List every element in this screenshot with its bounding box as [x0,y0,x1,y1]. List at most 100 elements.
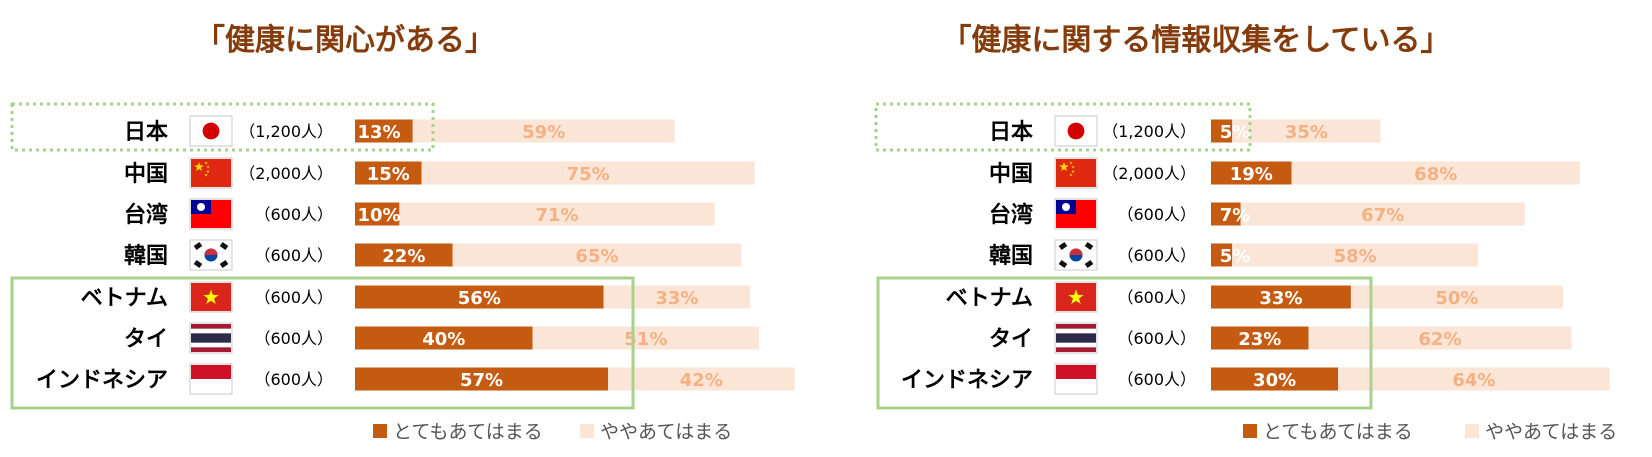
japan-flag-icon [1054,115,1098,147]
bar-strong [355,202,400,226]
category-label: 日本 [124,120,168,145]
data-label-strong: 19% [1230,164,1273,185]
data-label-strong: 5% [1220,246,1251,267]
bar-strong [355,285,604,309]
korea-flag-icon [189,239,233,271]
sample-size-label: （600人） [254,370,333,389]
data-label-strong: 33% [1259,288,1302,309]
data-label-strong: 57% [460,370,503,391]
bar-strong [1211,367,1339,391]
sea-highlight-box [876,276,1373,410]
category-label: ベトナム [946,286,1033,311]
indonesia-flag-icon [1054,363,1098,395]
category-label: タイ [124,327,168,352]
bar-strong [1211,119,1233,143]
category-label: 韓国 [124,243,168,269]
data-label-strong: 13% [357,122,400,143]
data-label-weak: 33% [655,288,698,309]
chart-row: 中国 （2,000人） 19% 68% [989,157,1580,189]
data-label-strong: 22% [382,246,425,267]
thailand-flag-icon [189,322,233,354]
sample-size-label: （600人） [1117,329,1196,348]
bar-strong [1211,202,1241,226]
sample-size-label: （1,200人） [239,122,333,141]
category-label: ベトナム [81,286,168,311]
legend-swatch-weak [1465,424,1479,438]
legend-label-weak: ややあてはまる [1485,421,1617,443]
category-label: 中国 [989,162,1033,187]
sample-size-label: （600人） [1117,205,1196,224]
data-label-weak: 71% [535,205,578,226]
chart-row: 台湾 （600人） 10% 71% [124,198,715,230]
bar-weak [421,161,755,185]
data-label-weak: 75% [567,164,610,185]
indonesia-flag-icon [189,363,233,395]
chart-row: タイ （600人） 40% 51% [124,322,760,354]
bar-weak [399,202,715,226]
bar-strong [355,243,453,267]
data-label-weak: 58% [1334,246,1377,267]
category-label: 中国 [124,162,168,187]
chart-title: 「健康に関する情報収集をしている」 [941,23,1450,58]
category-label: タイ [989,327,1033,352]
chart-panel-2: 「健康に関する情報収集をしている」日本 （1,200人） 5% 35% 中国 （2,000… [874,23,1617,443]
chart-row: 韓国 （600人） 5% 58% [989,239,1479,271]
vietnam-flag-icon [1054,281,1098,313]
data-label-strong: 5% [1220,122,1251,143]
legend-swatch-strong [1243,424,1257,438]
data-label-weak: 68% [1414,164,1457,185]
sample-size-label: （600人） [254,329,333,348]
sample-size-label: （2,000人） [1102,164,1196,183]
legend: とてもあてはまる ややあてはまる [1243,421,1617,443]
legend-label-strong: とてもあてはまる [1263,421,1413,443]
chart-title: 「健康に関心がある」 [195,23,495,58]
bar-strong [1211,285,1351,309]
chart-row: 日本 （1,200人） 13% 59% [124,115,675,147]
japan-highlight-box [10,102,435,152]
legend-swatch-weak [580,424,594,438]
bar-strong [355,326,533,350]
bar-strong [1211,161,1292,185]
data-label-weak: 42% [680,370,723,391]
sample-size-label: （600人） [254,205,333,224]
bar-strong [355,367,609,391]
china-flag-icon [189,157,233,189]
chart-panel-1: 「健康に関心がある」日本 （1,200人） 13% 59% 中国 （2,000人） 15% 7… [10,23,795,443]
chart-row: インドネシア （600人） 30% 64% [901,363,1610,395]
bar-weak [1350,285,1563,309]
bar-weak [1338,367,1610,391]
data-label-strong: 23% [1238,329,1281,350]
data-label-weak: 62% [1418,329,1461,350]
bar-weak [603,285,751,309]
vietnam-flag-icon [189,281,233,313]
data-label-strong: 56% [458,288,501,309]
bar-weak [1232,243,1479,267]
chart-row: ベトナム （600人） 33% 50% [946,281,1563,313]
chart-row: タイ （600人） 23% 62% [989,322,1572,354]
category-label: 日本 [989,120,1033,145]
data-label-weak: 65% [575,246,618,267]
bar-weak [532,326,760,350]
bar-weak [412,119,675,143]
legend-swatch-strong [373,424,387,438]
thailand-flag-icon [1054,322,1098,354]
data-label-strong: 40% [422,329,465,350]
china-flag-icon [1054,157,1098,189]
sea-highlight-box [10,276,635,410]
bar-strong [1211,326,1309,350]
chart-row: ベトナム （600人） 56% 33% [81,281,751,313]
bar-strong [1211,243,1233,267]
bar-weak [1291,161,1580,185]
sample-size-label: （2,000人） [239,164,333,183]
category-label: 台湾 [124,202,168,228]
data-label-strong: 30% [1253,370,1296,391]
sample-size-label: （600人） [254,288,333,307]
bar-weak [608,367,795,391]
korea-flag-icon [1054,239,1098,271]
taiwan-flag-icon [1054,198,1098,230]
chart-row: インドネシア （600人） 57% 42% [36,363,795,395]
data-label-weak: 64% [1452,370,1495,391]
sample-size-label: （600人） [1117,288,1196,307]
